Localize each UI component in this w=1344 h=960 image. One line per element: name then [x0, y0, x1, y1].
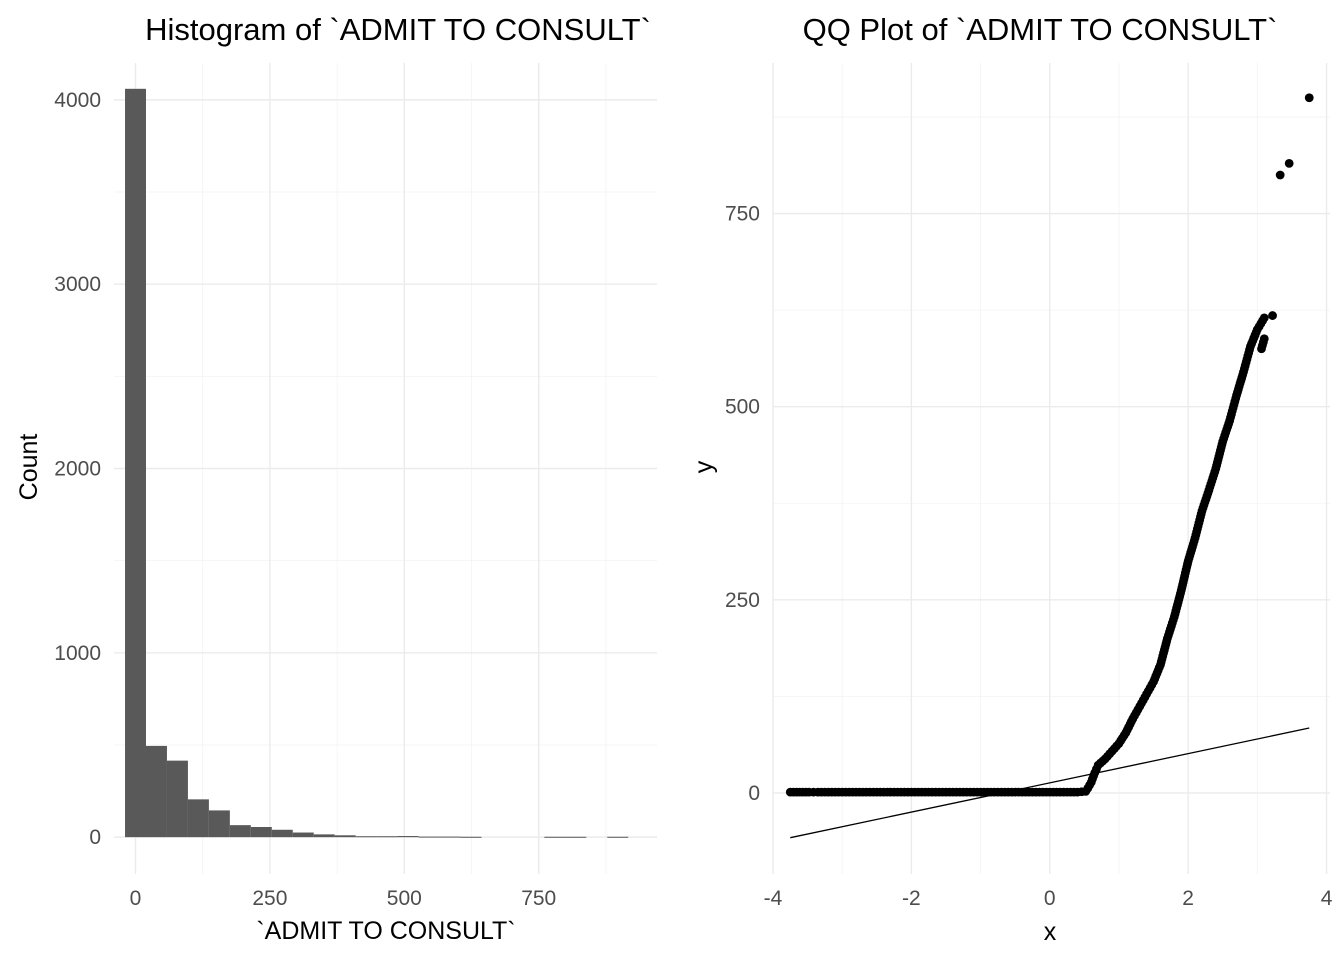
qq-point: [1284, 159, 1294, 168]
qq-plot-title: QQ Plot of `ADMIT TO CONSULT`: [803, 12, 1278, 47]
x-tick-label: 0: [130, 887, 142, 910]
qq-point: [809, 787, 818, 797]
qq-reference-line-group: [790, 727, 1310, 839]
histogram-title: Histogram of `ADMIT TO CONSULT`: [145, 12, 651, 47]
histogram-bar: [565, 836, 587, 838]
qq-point: [830, 787, 840, 797]
qq-point: [837, 787, 847, 797]
x-tick-label: 4: [1321, 887, 1333, 910]
histogram-bar: [334, 835, 356, 838]
qq-point: [1069, 787, 1079, 797]
x-tick-label: 0: [1044, 887, 1056, 910]
qq-point: [823, 787, 833, 797]
histogram-bar: [208, 810, 230, 838]
histogram-bar: [460, 836, 482, 838]
qq-point: [1258, 337, 1268, 347]
y-tick-label: 2000: [54, 458, 101, 481]
qq-point: [862, 787, 871, 797]
qq-point: [1077, 787, 1086, 797]
x-tick-label: -4: [764, 887, 783, 910]
x-tick-label: 250: [252, 887, 287, 910]
histogram-bar: [607, 836, 629, 838]
qq-plot-grid: [772, 63, 1330, 874]
histogram-bar: [376, 836, 398, 838]
qq-point: [1028, 787, 1037, 797]
qq-point: [1014, 787, 1024, 797]
histogram-bar: [229, 825, 251, 838]
qq-plot-points: [785, 93, 1314, 797]
histogram-bar: [313, 834, 335, 838]
histogram-bar: [187, 799, 209, 838]
qq-point: [882, 787, 892, 797]
histogram-bar: [397, 836, 419, 838]
y-tick-label: 3000: [54, 273, 101, 296]
y-tick-label: 4000: [54, 89, 101, 112]
histogram-bar: [439, 836, 461, 838]
qq-point: [958, 787, 968, 797]
qq-point: [817, 787, 826, 797]
y-tick-label: 1000: [54, 642, 101, 665]
qq-point: [1041, 787, 1051, 797]
qq-point: [986, 787, 996, 797]
qq-point: [1268, 311, 1277, 320]
qq-point: [945, 787, 954, 797]
qq-reference-line: [790, 727, 1310, 839]
qq-point: [851, 787, 861, 797]
qq-point: [972, 787, 982, 797]
histogram-bars: [125, 88, 629, 838]
qq-point: [1055, 787, 1065, 797]
qq-point: [1000, 787, 1010, 797]
qq-plot-y-axis-title: y: [690, 460, 718, 473]
y-tick-label: 500: [725, 396, 760, 419]
qq-point: [844, 787, 854, 797]
x-tick-label: 750: [521, 887, 556, 910]
qq-plot-x-axis-title: x: [1044, 918, 1057, 946]
y-tick-label: 250: [725, 589, 760, 612]
qq-point: [903, 787, 913, 797]
histogram-bar: [271, 829, 293, 838]
qq-point: [872, 787, 882, 797]
histogram-bar: [125, 88, 146, 838]
qq-point: [917, 787, 927, 797]
qq-point: [1258, 316, 1267, 326]
qq-point: [801, 787, 811, 797]
y-tick-label: 750: [725, 203, 760, 226]
histogram-x-axis-title: `ADMIT TO CONSULT`: [256, 917, 515, 945]
histogram-bar: [544, 836, 566, 838]
histogram-y-tick-labels: 0 1000 2000 3000 4000: [54, 89, 101, 849]
histogram-x-tick-labels: 0 250 500 750: [130, 887, 557, 910]
qq-plot-panel: QQ Plot of `ADMIT TO CONSULT` -4 -2 0 2 4 0 2…: [690, 12, 1333, 946]
qq-point: [893, 787, 902, 797]
histogram-bar: [355, 836, 377, 838]
qq-plot-y-tick-labels: 0 250 500 750: [725, 203, 760, 805]
histogram-bar: [250, 826, 272, 838]
histogram-y-axis-title: Count: [15, 434, 43, 501]
qq-point: [1304, 93, 1314, 103]
histogram-bar: [166, 760, 188, 838]
qq-plot-x-tick-labels: -4 -2 0 2 4: [764, 887, 1333, 910]
qq-point: [1275, 170, 1285, 180]
x-tick-label: -2: [902, 887, 921, 910]
y-tick-label: 0: [89, 826, 101, 849]
histogram-bar: [292, 832, 314, 838]
histogram-bar: [418, 836, 440, 838]
histogram-bar: [145, 745, 167, 838]
y-tick-label: 0: [748, 782, 760, 805]
qq-point: [1089, 771, 1098, 781]
x-tick-label: 500: [387, 887, 422, 910]
qq-point: [931, 787, 941, 797]
histogram-panel: Histogram of `ADMIT TO CONSULT` 0 250 500 7…: [15, 12, 657, 945]
x-tick-label: 2: [1182, 887, 1194, 910]
histogram-grid: [114, 63, 657, 874]
